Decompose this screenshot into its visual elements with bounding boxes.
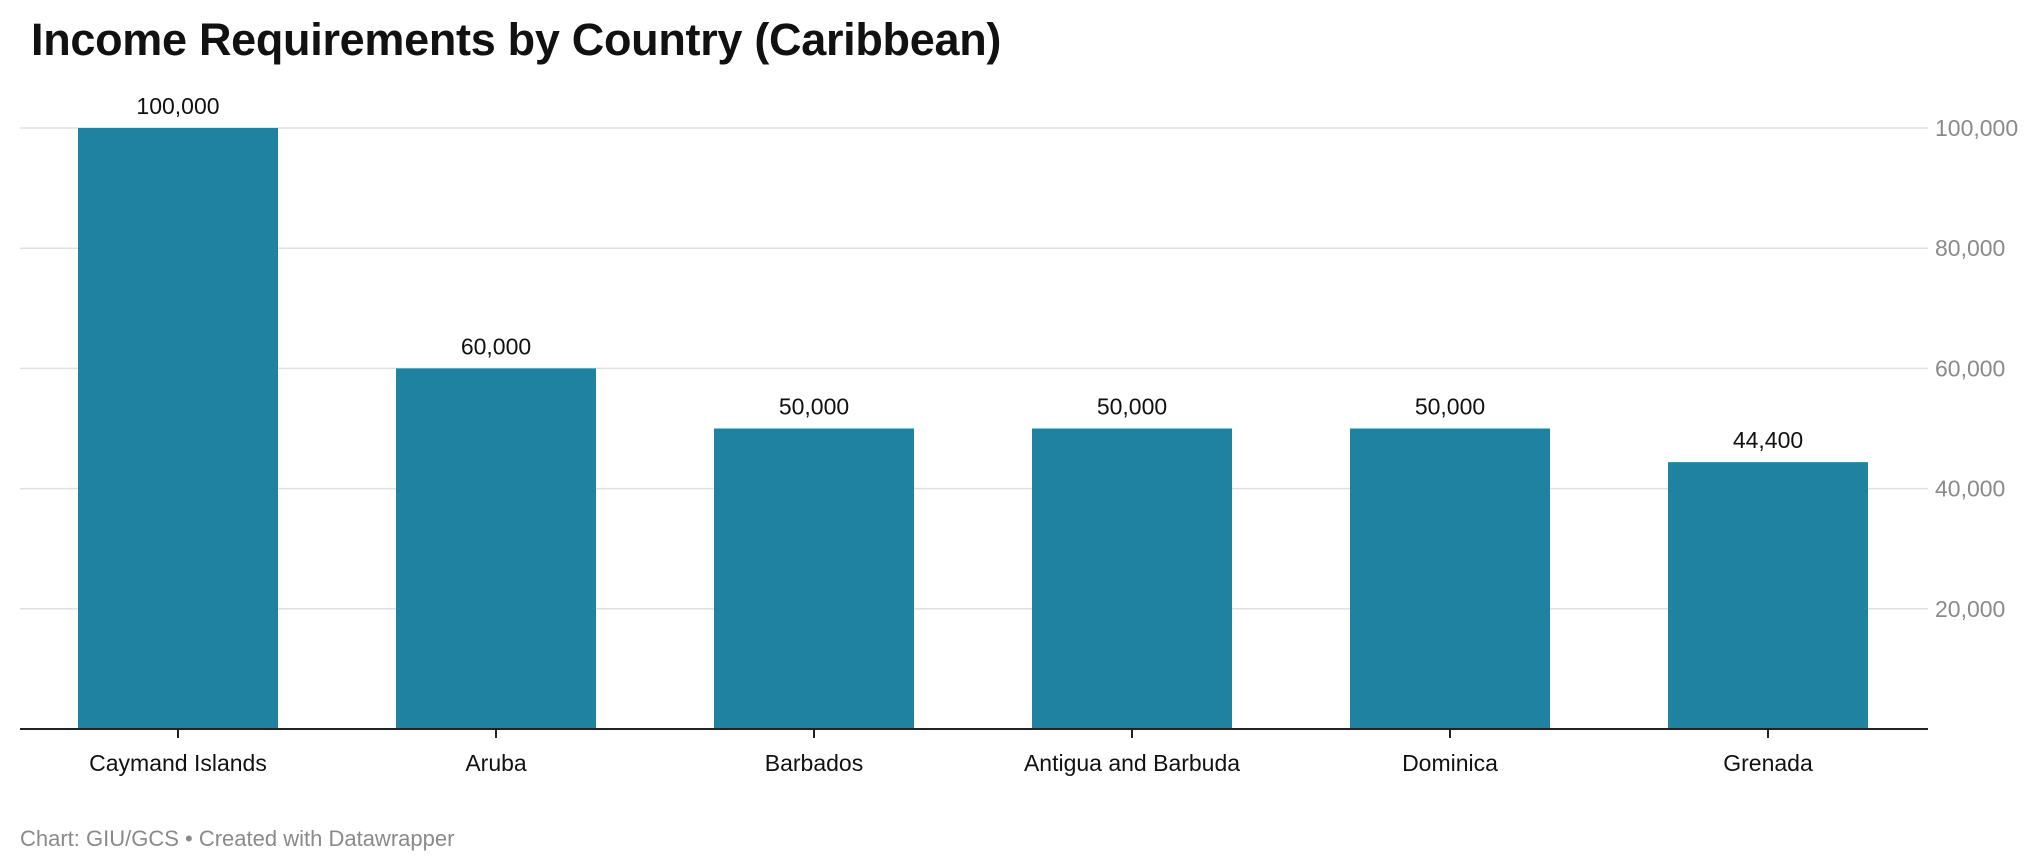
category-label-3: Antigua and Barbuda	[1024, 750, 1240, 776]
value-label-4: 50,000	[1415, 394, 1485, 420]
bar-1	[396, 368, 596, 729]
gridlines	[20, 127, 1928, 610]
chart-credit: Chart: GIU/GCS • Created with Datawrappe…	[20, 826, 455, 851]
bars	[78, 128, 1868, 729]
category-label-4: Dominica	[1402, 750, 1498, 776]
labels: 20,000 40,000 60,000 80,000 100,000 100,000 Ca…	[89, 93, 2018, 776]
y-tick-label-40000: 40,000	[1935, 476, 2005, 502]
y-tick-label-80000: 80,000	[1935, 235, 2005, 261]
value-label-3: 50,000	[1097, 394, 1167, 420]
chart-title: Income Requirements by Country (Caribbea…	[31, 14, 1002, 65]
axes	[20, 728, 1928, 738]
bar-4	[1350, 428, 1550, 729]
category-label-5: Grenada	[1723, 750, 1813, 776]
y-tick-label-60000: 60,000	[1935, 355, 2005, 381]
value-label-1: 60,000	[461, 333, 531, 359]
y-tick-label-20000: 20,000	[1935, 596, 2005, 622]
value-label-0: 100,000	[136, 93, 219, 119]
bar-3	[1032, 428, 1232, 729]
bar-0	[78, 128, 278, 729]
category-label-0: Caymand Islands	[89, 750, 267, 776]
bar-5	[1668, 462, 1868, 729]
bar-2	[714, 428, 914, 729]
value-label-2: 50,000	[779, 394, 849, 420]
value-label-5: 44,400	[1733, 427, 1803, 453]
category-label-1: Aruba	[465, 750, 527, 776]
category-label-2: Barbados	[765, 750, 863, 776]
y-tick-label-100000: 100,000	[1935, 115, 2018, 141]
